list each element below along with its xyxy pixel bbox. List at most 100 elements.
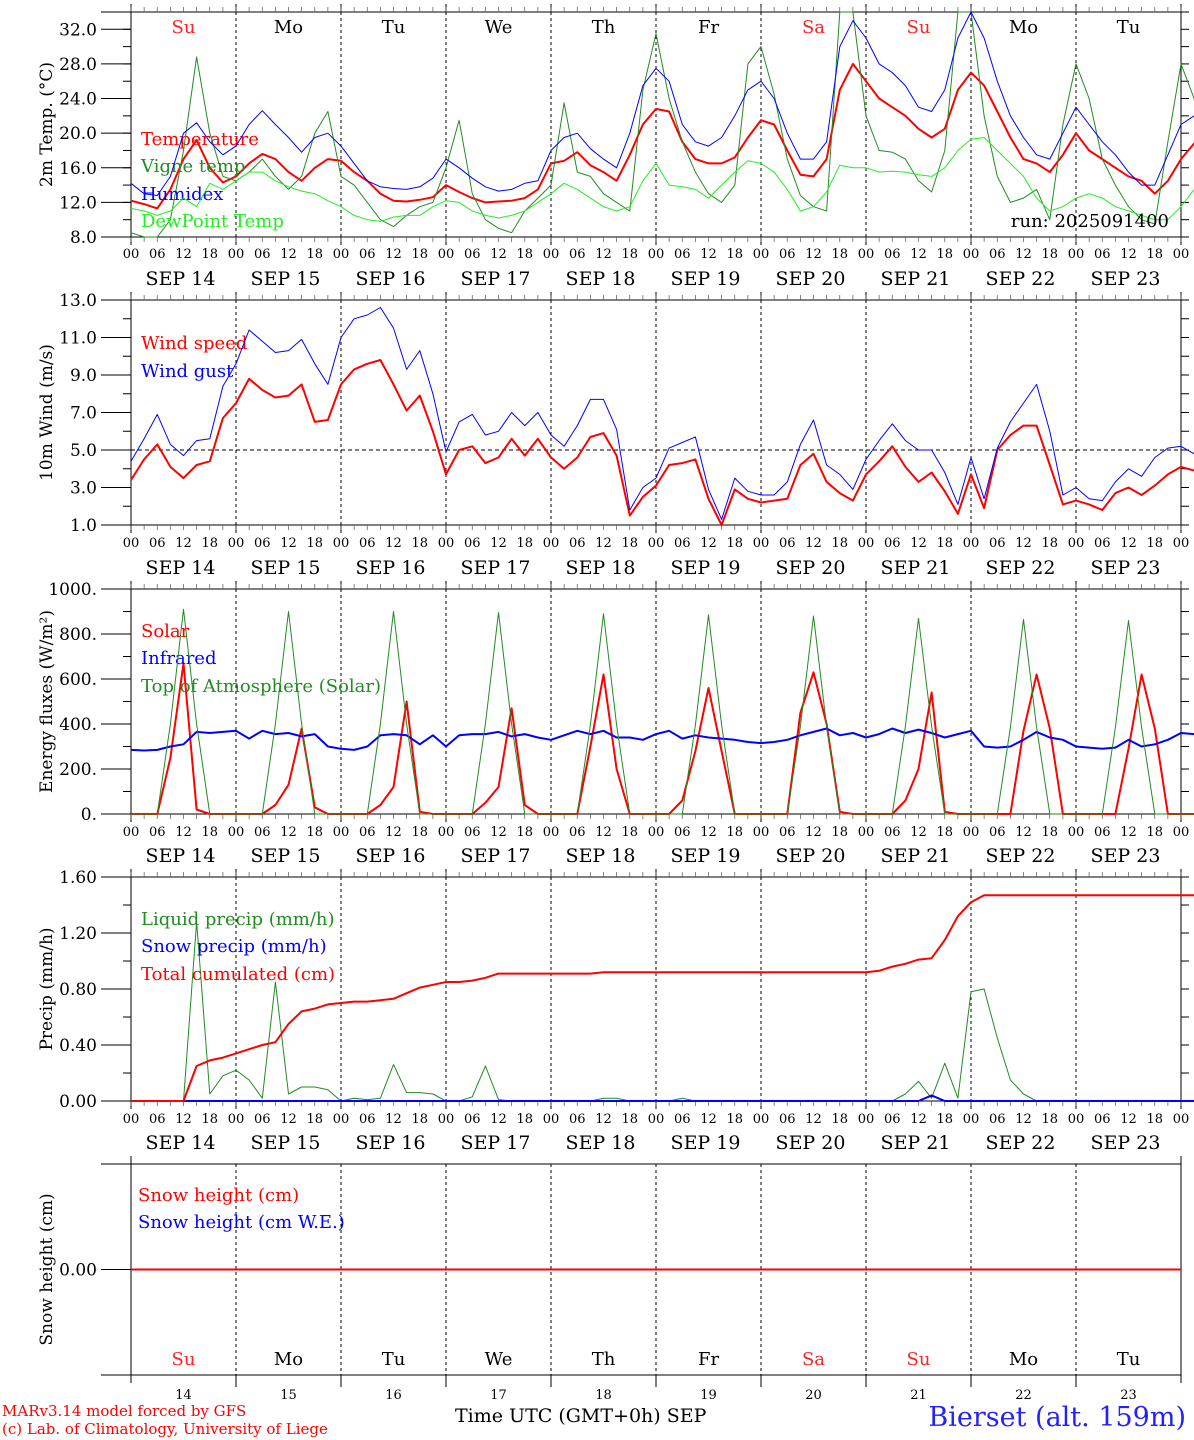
weekday-label: Mo <box>1009 1349 1038 1370</box>
y-tick-label: 5.0 <box>70 441 97 461</box>
hour-tick-label: 12 <box>490 1112 507 1127</box>
hour-tick-label: 06 <box>779 1112 796 1127</box>
hour-tick-label: 12 <box>175 825 192 840</box>
date-label: SEP 14 <box>146 557 216 579</box>
hour-tick-label: 06 <box>569 1112 586 1127</box>
hour-tick-label: 12 <box>1120 536 1137 551</box>
hour-tick-label: 00 <box>333 825 350 840</box>
legend-entry: Wind gust <box>141 361 234 382</box>
weekday-label: Fr <box>698 17 719 38</box>
hour-tick-label: 18 <box>516 1112 533 1127</box>
hour-tick-label: 12 <box>175 536 192 551</box>
hour-tick-label: 18 <box>726 247 743 262</box>
hour-tick-label: 18 <box>306 247 323 262</box>
hour-tick-label: 12 <box>175 247 192 262</box>
day-number-label: 18 <box>595 1388 612 1403</box>
hour-tick-label: 00 <box>228 536 245 551</box>
y-tick-label: 32.0 <box>59 20 97 40</box>
day-number-label: 15 <box>280 1388 297 1403</box>
date-label: SEP 17 <box>461 557 531 579</box>
day-number-label: 17 <box>490 1388 507 1403</box>
weekday-label: Su <box>907 17 931 38</box>
hour-tick-label: 18 <box>201 825 218 840</box>
hour-tick-label: 00 <box>123 825 140 840</box>
y-tick-label: 0.00 <box>59 1261 97 1281</box>
weekday-label: Mo <box>1009 17 1038 38</box>
hour-tick-label: 18 <box>1041 825 1058 840</box>
hour-tick-label: 18 <box>936 536 953 551</box>
hour-tick-label: 18 <box>1146 536 1163 551</box>
date-label: SEP 23 <box>1091 845 1161 867</box>
hour-tick-label: 12 <box>910 536 927 551</box>
hour-tick-label: 06 <box>149 247 166 262</box>
legend-entry: Solar <box>141 621 190 642</box>
hour-tick-label: 12 <box>805 1112 822 1127</box>
y-tick-label: 8.0 <box>70 228 97 248</box>
date-label: SEP 22 <box>986 1132 1056 1154</box>
hour-tick-label: 00 <box>1173 825 1190 840</box>
weekday-label: We <box>485 17 513 38</box>
hour-tick-label: 12 <box>1120 825 1137 840</box>
hour-tick-label: 06 <box>779 247 796 262</box>
hour-tick-label: 06 <box>149 825 166 840</box>
date-label: SEP 22 <box>986 557 1056 579</box>
hour-tick-label: 18 <box>516 536 533 551</box>
date-label: SEP 19 <box>671 845 741 867</box>
hour-tick-label: 00 <box>1068 825 1085 840</box>
date-label: SEP 15 <box>251 845 321 867</box>
y-tick-label: 400. <box>59 715 97 735</box>
y-tick-label: 3.0 <box>70 479 97 499</box>
y-tick-label: 13.0 <box>59 291 97 311</box>
legend-entry: Snow height (cm W.E.) <box>138 1212 345 1233</box>
date-label: SEP 17 <box>461 845 531 867</box>
date-label: SEP 18 <box>566 1132 636 1154</box>
hour-tick-label: 06 <box>989 247 1006 262</box>
hour-tick-label: 00 <box>753 825 770 840</box>
hour-tick-label: 18 <box>621 1112 638 1127</box>
hour-tick-label: 06 <box>674 247 691 262</box>
hour-tick-label: 06 <box>149 1112 166 1127</box>
hour-tick-label: 12 <box>280 1112 297 1127</box>
weekday-label: Th <box>592 17 616 38</box>
station-name: Bierset (alt. 159m) <box>928 1402 1186 1433</box>
date-label: SEP 16 <box>356 268 426 290</box>
hour-tick-label: 06 <box>149 536 166 551</box>
hour-tick-label: 12 <box>385 247 402 262</box>
y-axis-title: 2m Temp. (°C) <box>37 62 57 187</box>
day-number-label: 16 <box>385 1388 402 1403</box>
date-label: SEP 23 <box>1091 557 1161 579</box>
hour-tick-label: 06 <box>254 1112 271 1127</box>
hour-tick-label: 00 <box>648 247 665 262</box>
hour-tick-label: 18 <box>411 1112 428 1127</box>
hour-tick-label: 12 <box>700 1112 717 1127</box>
y-tick-label: 600. <box>59 670 97 690</box>
legend-entry: Snow height (cm) <box>138 1185 299 1206</box>
y-tick-label: 16.0 <box>59 159 97 179</box>
y-tick-label: 7.0 <box>70 404 97 424</box>
date-label: SEP 18 <box>566 268 636 290</box>
date-label: SEP 21 <box>881 557 951 579</box>
hour-tick-label: 00 <box>228 1112 245 1127</box>
day-number-label: 23 <box>1120 1388 1137 1403</box>
hour-tick-label: 06 <box>884 536 901 551</box>
hour-tick-label: 00 <box>543 1112 560 1127</box>
date-label: SEP 18 <box>566 557 636 579</box>
y-tick-label: 0.40 <box>59 1036 97 1056</box>
hour-tick-label: 00 <box>648 1112 665 1127</box>
y-tick-label: 28.0 <box>59 55 97 75</box>
hour-tick-label: 00 <box>333 247 350 262</box>
hour-tick-label: 12 <box>1120 1112 1137 1127</box>
date-label: SEP 20 <box>776 268 846 290</box>
hour-tick-label: 06 <box>674 536 691 551</box>
hour-tick-label: 00 <box>753 536 770 551</box>
hour-tick-label: 06 <box>779 825 796 840</box>
hour-tick-label: 06 <box>884 825 901 840</box>
date-label: SEP 20 <box>776 845 846 867</box>
y-axis-title: Snow height (cm) <box>37 1193 57 1345</box>
hour-tick-label: 12 <box>1120 247 1137 262</box>
hour-tick-label: 18 <box>726 1112 743 1127</box>
y-tick-label: 12.0 <box>59 193 97 213</box>
hour-tick-label: 06 <box>464 1112 481 1127</box>
y-tick-label: 24.0 <box>59 90 97 110</box>
panel-3: 0. 200. 400. 600. 800. 1000. Energy fluxes (W/… <box>37 580 1194 867</box>
